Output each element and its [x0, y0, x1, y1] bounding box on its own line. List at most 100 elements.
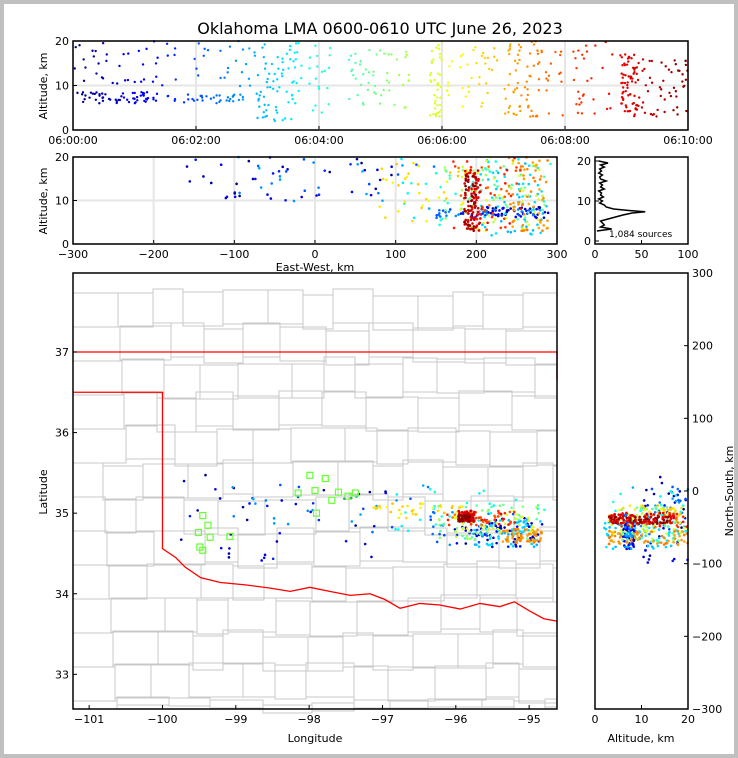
ew-source-point	[456, 174, 460, 178]
ew-source-point	[536, 218, 540, 222]
map-source-point	[384, 491, 388, 495]
time-source-point	[265, 109, 268, 112]
y-tick-label: 20	[55, 35, 69, 48]
ew-source-point	[469, 218, 473, 222]
time-source-point	[228, 45, 232, 48]
ns-source-point	[638, 536, 641, 539]
time-source-point	[434, 99, 437, 103]
map-source-point	[322, 488, 326, 492]
ew-source-point	[511, 193, 514, 196]
ew-source-point	[517, 203, 520, 206]
map-source-point	[455, 510, 459, 514]
map-source-point	[498, 504, 502, 507]
ns-source-point	[659, 541, 663, 544]
map-source-point	[457, 516, 461, 519]
map-source-point	[493, 518, 497, 522]
ew-source-point	[479, 217, 482, 220]
time-source-point	[672, 86, 676, 90]
time-source-point	[263, 67, 267, 70]
ns-source-point	[643, 515, 646, 518]
ew-source-point	[467, 209, 471, 213]
map-source-point	[511, 531, 514, 534]
ew-source-point	[463, 223, 467, 226]
ew-source-point	[499, 166, 502, 170]
ew-source-point	[438, 208, 441, 212]
ew-source-point	[427, 207, 431, 210]
ew-source-point	[238, 191, 241, 195]
time-source-point	[633, 66, 637, 70]
x-tick-label: 06:08:00	[540, 134, 589, 147]
time-source-point	[120, 95, 123, 98]
time-source-point	[520, 94, 523, 97]
ns-source-point	[657, 536, 661, 540]
ns-source-point	[646, 517, 649, 521]
ew-source-point	[486, 178, 490, 181]
time-source-point	[93, 92, 97, 96]
map-source-point	[488, 537, 492, 540]
ns-source-point	[646, 540, 650, 544]
map-source-point	[278, 531, 282, 535]
ew-source-point	[384, 216, 387, 219]
ew-source-point	[473, 218, 476, 222]
ns-source-point	[638, 515, 641, 519]
ns-source-point	[639, 507, 643, 510]
time-source-point	[624, 53, 627, 56]
ew-source-point	[481, 168, 485, 172]
time-source-point	[262, 55, 266, 59]
hist-border	[594, 156, 689, 245]
ew-source-point	[490, 233, 493, 237]
time-source-point	[474, 46, 477, 49]
ew-source-point	[474, 176, 478, 180]
ew-source-point	[266, 193, 269, 196]
time-source-point	[625, 106, 628, 109]
map-source-point	[515, 521, 518, 524]
ew-source-point	[468, 171, 472, 174]
ns-source-point	[616, 522, 619, 525]
ns-source-point	[635, 530, 638, 533]
map-source-point	[535, 543, 539, 547]
ew-source-point	[523, 213, 526, 216]
ew-source-point	[482, 210, 485, 214]
map-source-point	[458, 519, 461, 522]
ew-source-point	[434, 171, 438, 175]
map-source-point	[375, 506, 379, 510]
ew-source-point	[472, 190, 476, 194]
time-source-point	[436, 72, 440, 75]
ns-source-point	[659, 507, 662, 511]
map-source-point	[473, 528, 476, 532]
ew-source-point	[528, 173, 532, 177]
time-source-point	[488, 67, 491, 71]
ew-source-point	[395, 162, 399, 166]
ew-source-point	[500, 214, 503, 217]
map-source-point	[389, 510, 393, 514]
map-source-point	[468, 520, 471, 523]
map-source-point	[227, 552, 231, 555]
y-tick-label: 300	[692, 267, 713, 280]
time-source-point	[643, 67, 646, 71]
time-source-point	[173, 97, 177, 101]
time-source-point	[585, 50, 589, 53]
map-source-point	[517, 518, 520, 521]
map-source-point	[379, 506, 382, 510]
time-source-point	[445, 89, 449, 92]
map-source-point	[493, 515, 497, 519]
time-source-point	[89, 91, 93, 94]
ns-source-point	[605, 532, 609, 536]
time-source-point	[308, 56, 312, 59]
ns-source-point	[625, 516, 629, 520]
time-source-point	[84, 66, 87, 69]
time-source-point	[459, 66, 462, 69]
time-source-point	[629, 75, 633, 78]
ns-source-point	[669, 515, 673, 519]
map-source-point	[435, 540, 439, 544]
ns-source-point	[649, 512, 653, 516]
ew-source-point	[202, 175, 205, 178]
time-source-point	[352, 73, 355, 77]
time-source-point	[165, 42, 169, 45]
map-source-point	[437, 518, 441, 521]
map-source-point	[536, 504, 540, 507]
ns-source-point	[655, 519, 659, 522]
